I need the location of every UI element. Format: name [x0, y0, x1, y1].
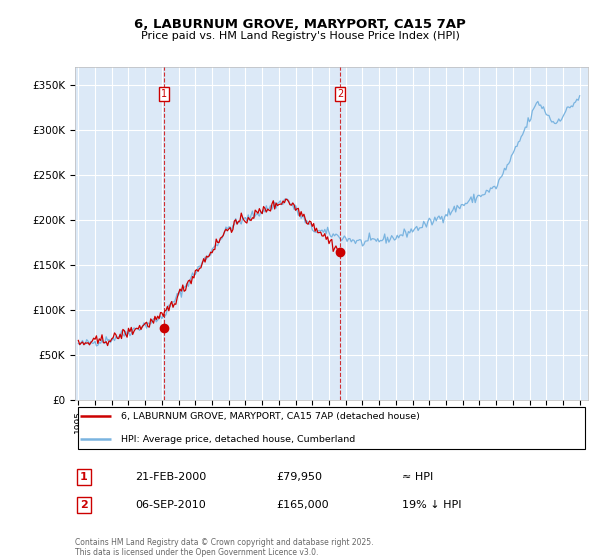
Text: 2: 2	[80, 500, 88, 510]
FancyBboxPatch shape	[77, 407, 586, 449]
Text: 06-SEP-2010: 06-SEP-2010	[135, 500, 206, 510]
Text: ≈ HPI: ≈ HPI	[402, 472, 433, 482]
Text: Price paid vs. HM Land Registry's House Price Index (HPI): Price paid vs. HM Land Registry's House …	[140, 31, 460, 41]
Text: 21-FEB-2000: 21-FEB-2000	[135, 472, 206, 482]
Text: 1: 1	[161, 89, 167, 99]
Text: 2: 2	[337, 89, 343, 99]
Text: HPI: Average price, detached house, Cumberland: HPI: Average price, detached house, Cumb…	[121, 435, 355, 444]
Text: £165,000: £165,000	[276, 500, 329, 510]
Text: 1: 1	[80, 472, 88, 482]
Text: 6, LABURNUM GROVE, MARYPORT, CA15 7AP: 6, LABURNUM GROVE, MARYPORT, CA15 7AP	[134, 18, 466, 31]
Text: £79,950: £79,950	[276, 472, 322, 482]
Text: Contains HM Land Registry data © Crown copyright and database right 2025.
This d: Contains HM Land Registry data © Crown c…	[75, 538, 373, 557]
Text: 6, LABURNUM GROVE, MARYPORT, CA15 7AP (detached house): 6, LABURNUM GROVE, MARYPORT, CA15 7AP (d…	[121, 412, 420, 421]
Text: 19% ↓ HPI: 19% ↓ HPI	[402, 500, 461, 510]
